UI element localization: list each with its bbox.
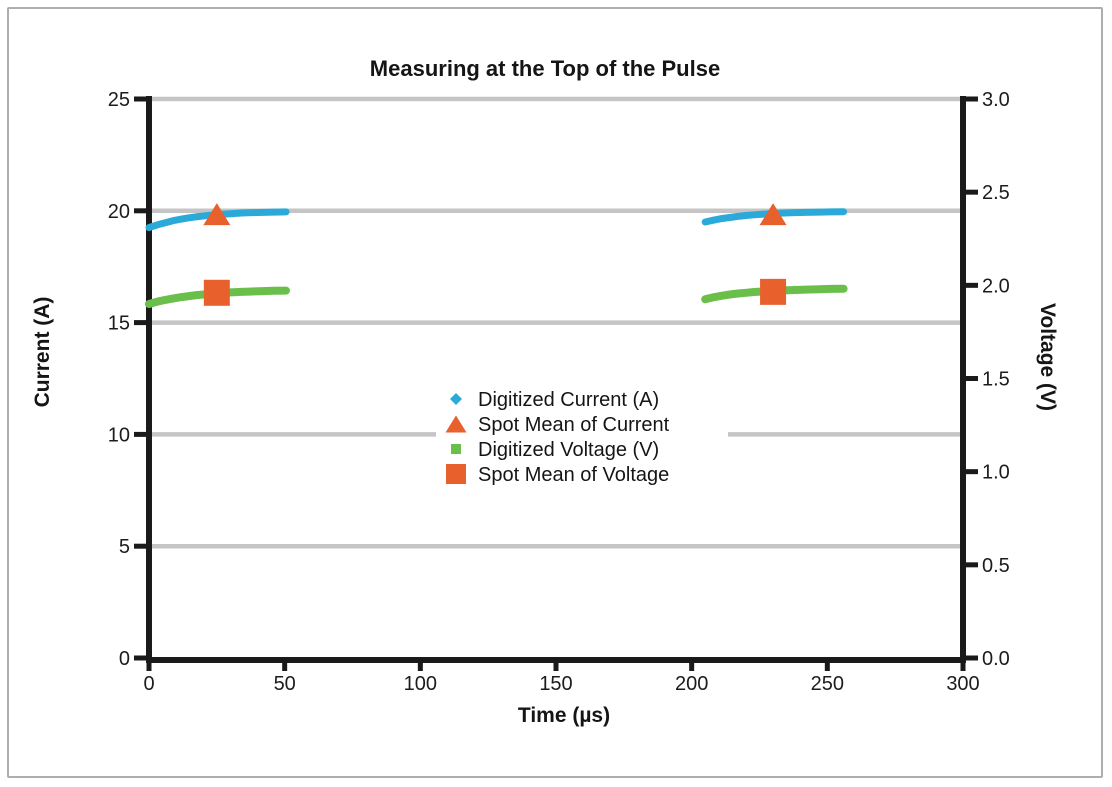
legend-item-spot-mean-of-voltage: Spot Mean of Voltage <box>446 464 669 486</box>
right-axis-title: Voltage (V) <box>1036 303 1059 411</box>
legend-square-small-icon <box>451 444 461 454</box>
marker-spot-mean-of-voltage-1 <box>203 279 230 306</box>
right-tick-label-2.0: 2.0 <box>982 275 1010 297</box>
axes-layer: 0 5 10 15 20 25 0.0 0.5 1.0 1.5 2.0 2.5 3.0 0 50 100 150… <box>108 89 1010 695</box>
legend-triangle-icon <box>445 415 467 433</box>
x-axis-title: Time (µs) <box>518 704 610 727</box>
left-tick-label-10: 10 <box>108 424 130 446</box>
right-tick-label-1.5: 1.5 <box>982 369 1010 391</box>
legend-background <box>436 382 728 490</box>
legend-item-digitized-current-a: Digitized Current (A) <box>450 389 659 411</box>
legend-item-spot-mean-of-current: Spot Mean of Current <box>445 414 670 436</box>
x-tick-label-300: 300 <box>946 673 979 695</box>
x-tick-label-250: 250 <box>811 673 844 695</box>
left-tick-label-5: 5 <box>119 536 130 558</box>
legend-item-digitized-voltage-v: Digitized Voltage (V) <box>451 439 659 461</box>
marker-spot-mean-of-current-1 <box>203 203 231 226</box>
right-tick-label-1.0: 1.0 <box>982 462 1010 484</box>
x-tick-label-0: 0 <box>143 673 154 695</box>
marker-spot-mean-of-current-2 <box>759 203 787 226</box>
x-tick-label-50: 50 <box>274 673 296 695</box>
left-tick-label-20: 20 <box>108 201 130 223</box>
right-tick-label-3.0: 3.0 <box>982 89 1010 111</box>
right-tick-label-0.0: 0.0 <box>982 648 1010 670</box>
x-tick-label-100: 100 <box>404 673 437 695</box>
left-axis-title: Current (A) <box>31 297 54 408</box>
right-tick-label-2.5: 2.5 <box>982 182 1010 204</box>
marker-spot-mean-of-voltage-2 <box>760 278 787 305</box>
legend-label-spot-mean-of-current: Spot Mean of Current <box>478 414 670 436</box>
legend: Digitized Current (A) Spot Mean of Curren… <box>436 382 728 490</box>
chart-title: Measuring at the Top of the Pulse <box>370 56 720 81</box>
legend-diamond-icon <box>450 393 462 405</box>
left-tick-label-15: 15 <box>108 313 130 335</box>
left-tick-label-25: 25 <box>108 89 130 111</box>
series-layer <box>145 203 848 308</box>
legend-label-spot-mean-of-voltage: Spot Mean of Voltage <box>478 464 669 486</box>
x-tick-label-150: 150 <box>539 673 572 695</box>
right-tick-label-0.5: 0.5 <box>982 555 1010 577</box>
left-tick-label-0: 0 <box>119 648 130 670</box>
legend-label-digitized-voltage-v: Digitized Voltage (V) <box>478 439 659 461</box>
series-digitized-current-a-segment-2 <box>701 208 848 226</box>
legend-label-digitized-current-a: Digitized Current (A) <box>478 389 659 411</box>
legend-square-icon <box>446 464 466 484</box>
x-tick-label-200: 200 <box>675 673 708 695</box>
